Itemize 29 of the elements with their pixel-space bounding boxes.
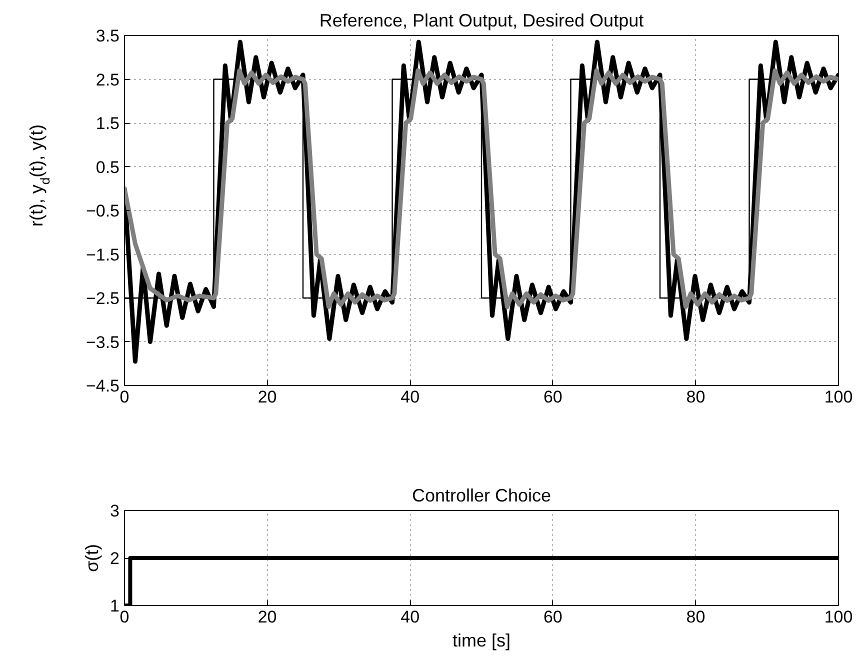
x-tick-label: 80 — [686, 608, 706, 626]
x-tick-label: 80 — [686, 388, 706, 406]
y-tick-label: −1.5 — [86, 245, 120, 264]
chart-title: Controller Choice — [412, 486, 552, 506]
y-tick-label: 1 — [110, 596, 120, 616]
y-tick-label: 3.5 — [96, 26, 120, 46]
y-tick-label: 0.5 — [96, 158, 120, 177]
x-tick-label: 20 — [258, 608, 277, 626]
x-tick-label: 100 — [824, 608, 853, 626]
y-axis-title: r(t), yd(t), y(t) — [26, 124, 52, 227]
y-tick-label: 2 — [110, 549, 120, 568]
y-tick-label: −3.5 — [86, 332, 120, 352]
y-axis-title: σ(t) — [82, 544, 102, 572]
y-tick-label: 2.5 — [96, 70, 120, 90]
x-axis-title: time [s] — [452, 630, 511, 650]
x-tick-label: 100 — [824, 388, 853, 406]
x-tick-label: 40 — [400, 388, 420, 406]
x-tick-label: 60 — [543, 388, 562, 406]
x-tick-label: 0 — [120, 608, 130, 626]
y-tick-label: −0.5 — [86, 202, 120, 220]
x-tick-label: 20 — [258, 388, 277, 406]
chart-title: Reference, Plant Output, Desired Output — [319, 10, 644, 30]
y-tick-label: −2.5 — [86, 289, 120, 308]
x-tick-label: 60 — [543, 608, 562, 626]
x-tick-label: 40 — [400, 608, 420, 626]
y-tick-label: 1.5 — [96, 114, 120, 133]
y-tick-label: −4.5 — [86, 376, 120, 396]
y-tick-label: 3 — [110, 502, 120, 520]
x-tick-label: 0 — [120, 388, 130, 406]
